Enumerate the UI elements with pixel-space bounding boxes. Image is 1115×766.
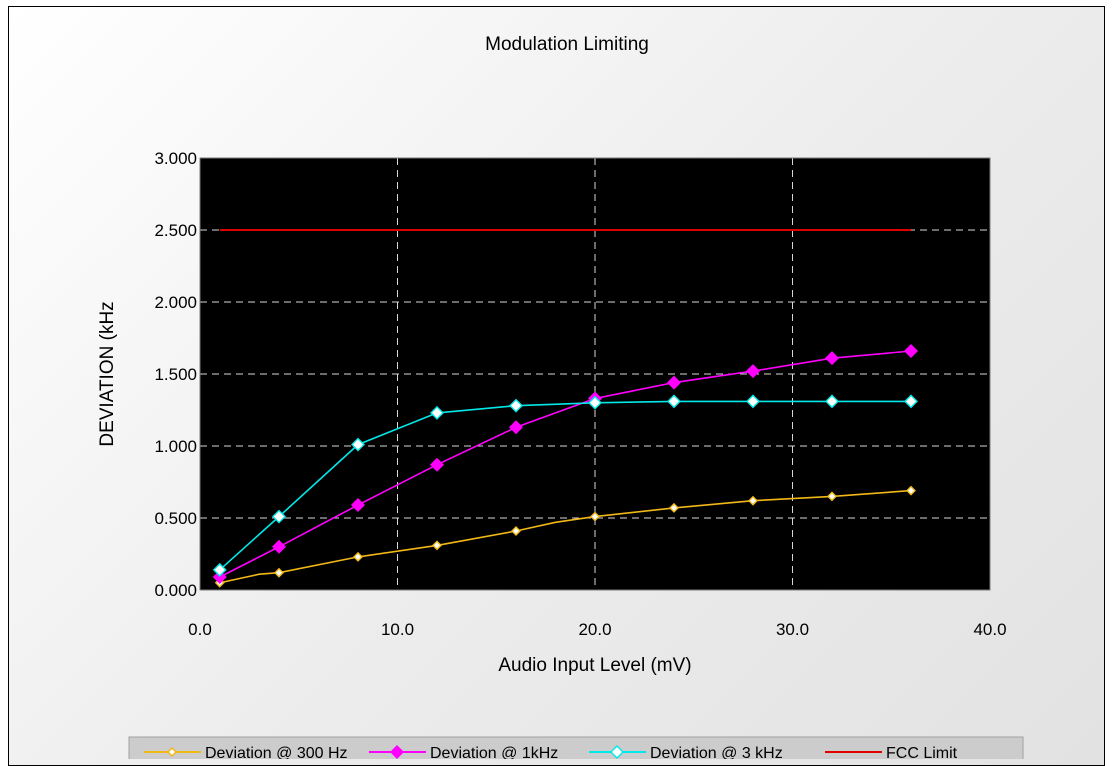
y-tick-label-6: 3.000 (154, 149, 197, 168)
point-2-0 (212, 562, 227, 577)
series-2 (212, 394, 918, 577)
point-2-2 (351, 437, 365, 452)
point-1-6 (667, 375, 681, 390)
x-tick-label-4: 40.0 (973, 620, 1006, 639)
point-2-7 (746, 394, 760, 409)
x-tick-label-0: 0.0 (188, 620, 212, 639)
point-0-8 (590, 511, 600, 522)
point-2-5 (588, 395, 602, 410)
y-tick-label-4: 2.000 (154, 293, 197, 312)
chart-title: Modulation Limiting (485, 34, 649, 55)
legend: Deviation @ 300 Hz Deviation @ 1kHz Deviat… (128, 736, 1024, 759)
point-2-8 (825, 394, 839, 409)
point-0-12 (906, 485, 916, 496)
point-1-7 (746, 364, 760, 379)
point-0-6 (511, 525, 521, 536)
point-1-3 (430, 457, 444, 472)
point-0-11 (827, 491, 837, 502)
point-0-5 (432, 540, 442, 551)
series-layer (212, 229, 918, 588)
legend-marker-2 (610, 745, 624, 759)
legend-box (128, 736, 1024, 759)
y-tick-label-0: 0.000 (154, 581, 197, 600)
point-2-9 (904, 394, 918, 409)
point-1-4 (509, 420, 523, 435)
y-tick-label-2: 1.000 (154, 437, 197, 456)
plot-border (199, 157, 991, 591)
point-2-1 (272, 509, 286, 524)
legend-label-2: Deviation @ 3 kHz (650, 745, 783, 759)
point-1-0 (212, 570, 227, 585)
legend-marker-0 (167, 747, 177, 757)
legend-label-0: Deviation @ 300 Hz (205, 745, 348, 759)
series-line-1 (219, 350, 912, 578)
point-1-2 (351, 498, 365, 513)
legend-marker-1 (390, 745, 404, 759)
point-2-3 (430, 405, 444, 420)
point-1-8 (825, 351, 839, 366)
x-tick-labels: 0.0 10.0 20.0 30.0 40.0 (188, 620, 1006, 639)
x-tick-label-1: 10.0 (381, 620, 414, 639)
point-2-4 (509, 398, 523, 413)
point-0-9 (669, 502, 679, 513)
series-1 (212, 343, 918, 585)
x-axis-title: Audio Input Level (mV) (498, 655, 691, 676)
series-0 (214, 485, 916, 588)
y-tick-labels: 0.000 0.500 1.000 1.500 2.000 2.500 3.000 (154, 149, 197, 600)
point-1-9 (904, 343, 918, 358)
point-2-6 (667, 394, 681, 409)
y-axis-title: DEVIATION (kHz (97, 301, 118, 446)
y-tick-label-3: 1.500 (154, 365, 197, 384)
y-tick-label-5: 2.500 (154, 221, 197, 240)
point-0-10 (748, 495, 758, 506)
legend-label-3: FCC Limit (886, 745, 958, 759)
series-line-2 (219, 400, 911, 571)
y-tick-label-1: 0.500 (154, 509, 197, 528)
point-0-3 (274, 567, 284, 578)
x-tick-label-3: 30.0 (776, 620, 809, 639)
legend-label-1: Deviation @ 1kHz (430, 745, 558, 759)
x-tick-label-2: 20.0 (578, 620, 611, 639)
point-1-1 (272, 539, 286, 554)
point-0-4 (353, 551, 363, 562)
